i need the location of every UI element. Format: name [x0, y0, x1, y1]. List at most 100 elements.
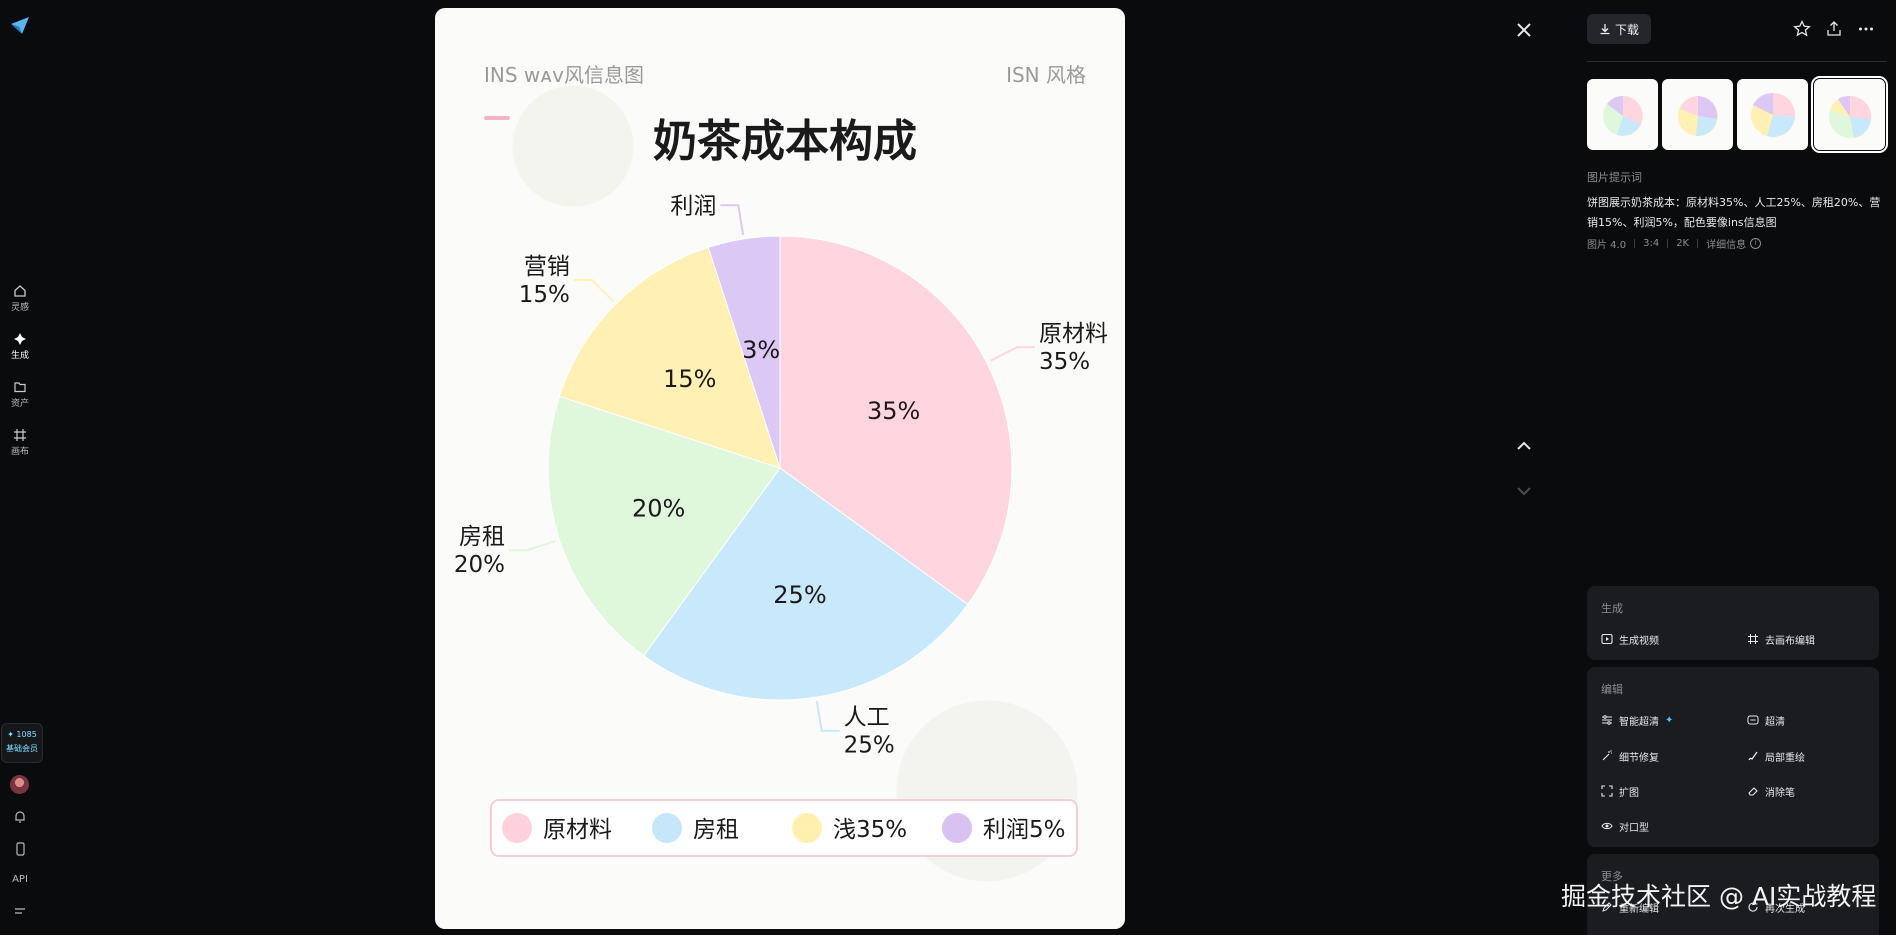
action-label: 局部重绘 — [1765, 752, 1805, 764]
legend-swatch — [792, 813, 822, 843]
slice-outside-label: 35% — [1039, 349, 1090, 375]
watermark-text: 掘金技术社区 @ AI实战教程 — [1561, 882, 1877, 911]
sidebar-item-inspiration[interactable]: 灵感 — [0, 284, 40, 313]
sliders-icon — [1602, 715, 1612, 725]
resolution: 2K — [1676, 238, 1690, 249]
chart-title: 奶茶成本构成 — [653, 116, 917, 167]
action-label: 对口型 — [1619, 822, 1649, 834]
download-icon — [1600, 24, 1610, 35]
thumbnail-1[interactable] — [1587, 79, 1658, 150]
accent-bar — [484, 116, 510, 120]
brush-icon — [1748, 751, 1758, 761]
aspect-ratio: 3:4 — [1643, 238, 1660, 249]
thumbnail-4-selected[interactable] — [1811, 76, 1888, 153]
canvas-edit-button[interactable]: 去画布编辑 — [1747, 631, 1815, 647]
sidebar-item-canvas[interactable]: 画布 — [0, 428, 40, 457]
card-title: 编辑 — [1601, 683, 1623, 696]
generate-card: 生成 生成视频 去画布编辑 — [1587, 586, 1879, 660]
pie-slice — [558, 246, 781, 469]
sidebar-item-label: 生成 — [10, 351, 29, 361]
sparkle-icon: ✦ — [1665, 714, 1674, 726]
action-label: 扩图 — [1619, 787, 1639, 799]
legend-label: 利润5% — [983, 817, 1066, 843]
sidebar-item-assets[interactable]: 资产 — [0, 380, 40, 409]
slice-pct-label: 3% — [742, 336, 780, 364]
more-card: 更多 重新编辑 再次生成 — [1587, 854, 1879, 935]
star-icon[interactable] — [1792, 19, 1812, 39]
right-panel: 下载 图片提示词 饼图展示奶茶成本：原材料35%、人工25%、房租20%、营销1… — [1578, 0, 1896, 935]
eye-icon — [1601, 822, 1613, 830]
more-icon[interactable] — [1856, 19, 1876, 39]
action-label: 智能超清 — [1619, 716, 1659, 728]
generated-image: INS ᴡᴀᴠ风信息图 ISN 风格 奶茶成本构成 35% 25% 20% 15% 3%… — [435, 8, 1125, 929]
expand-button[interactable]: 扩图 — [1601, 783, 1639, 799]
legend-label: 浅35% — [833, 817, 907, 843]
bell-icon[interactable] — [11, 808, 29, 826]
share-icon[interactable] — [1824, 19, 1844, 39]
slice-labels: 35% 25% 20% 15% 3% — [632, 336, 920, 609]
pie-slice — [779, 235, 1013, 606]
pie-slices — [547, 235, 1013, 701]
menu-icon[interactable] — [11, 903, 29, 921]
regenerate-button[interactable]: 再次生成 — [1747, 899, 1805, 915]
sidebar-item-generate[interactable]: 生成 — [0, 332, 40, 361]
action-label: 重新编辑 — [1619, 903, 1659, 915]
smart-upscale-button[interactable]: 智能超清 ✦ — [1601, 712, 1673, 728]
meta-separator — [1634, 239, 1636, 248]
membership-badge[interactable]: ✦ 1085 基础会员 — [1, 723, 43, 763]
image-header-left: INS ᴡᴀᴠ风信息图 — [484, 63, 644, 87]
re-edit-button[interactable]: 重新编辑 — [1601, 899, 1659, 915]
action-label: 生成视频 — [1619, 635, 1659, 647]
detail-repair-button[interactable]: 细节修复 — [1601, 748, 1659, 764]
leader-line — [573, 278, 614, 302]
credit-count: ✦ 1085 — [7, 730, 37, 739]
chevron-down-icon[interactable] — [1512, 479, 1536, 503]
pie-slice — [642, 467, 969, 701]
lip-sync-button[interactable]: 对口型 — [1601, 818, 1649, 834]
home-icon — [14, 285, 26, 297]
action-label: 细节修复 — [1619, 752, 1659, 764]
refresh-icon — [1748, 902, 1758, 912]
chart-legend: 原材料 房租 浅35% 利润5% — [502, 813, 1066, 843]
chevron-up-icon[interactable] — [1512, 434, 1536, 458]
model-version: 图片 4.0 — [1587, 240, 1627, 251]
eraser-button[interactable]: 消除笔 — [1747, 783, 1795, 799]
app-logo-icon[interactable] — [9, 14, 31, 36]
wand-icon — [1602, 750, 1612, 761]
thumbnail-2[interactable] — [1662, 79, 1733, 150]
upscale-button[interactable]: 超清 — [1747, 712, 1785, 728]
slice-outside-label: 15% — [519, 282, 570, 308]
slice-pct-label: 25% — [773, 581, 826, 609]
avatar[interactable] — [10, 775, 29, 794]
api-link[interactable]: API — [12, 874, 28, 885]
download-button[interactable]: 下载 — [1587, 14, 1651, 44]
video-icon — [1601, 633, 1613, 645]
close-icon[interactable] — [1512, 18, 1536, 42]
slice-outside-label: 利润 — [670, 193, 716, 219]
action-label: 超清 — [1765, 716, 1785, 728]
details-link[interactable]: 详细信息 — [1706, 240, 1747, 251]
phone-icon[interactable] — [11, 840, 29, 858]
image-header-right: ISN 风格 — [1006, 63, 1086, 87]
leader-line — [720, 204, 745, 236]
slice-outside-label: 25% — [844, 733, 895, 759]
generate-video-button[interactable]: 生成视频 — [1601, 631, 1659, 647]
slice-pct-label: 35% — [867, 397, 920, 425]
slice-outside-label: 房租 — [459, 524, 505, 550]
edit-card: 编辑 智能超清 ✦ 超清 细节修复 局部重绘 扩图 消除笔 对口型 — [1587, 667, 1879, 847]
leader-line — [509, 539, 556, 552]
slice-outside-label: 营销 — [524, 254, 570, 280]
slice-outside-label: 人工 — [844, 705, 890, 731]
meta-separator — [1697, 239, 1699, 248]
canvas-icon — [14, 429, 26, 441]
thumbnail-3[interactable] — [1737, 79, 1808, 150]
thumbnail-pie — [1678, 96, 1718, 137]
info-icon[interactable]: i — [1750, 238, 1762, 249]
action-label: 再次生成 — [1765, 903, 1805, 915]
divider — [1587, 61, 1887, 62]
eraser-icon — [1748, 787, 1758, 796]
inpaint-button[interactable]: 局部重绘 — [1747, 748, 1805, 764]
legend-label: 房租 — [693, 817, 739, 843]
thumbnail-pie — [1751, 92, 1796, 137]
prompt-heading: 图片提示词 — [1587, 171, 1642, 184]
